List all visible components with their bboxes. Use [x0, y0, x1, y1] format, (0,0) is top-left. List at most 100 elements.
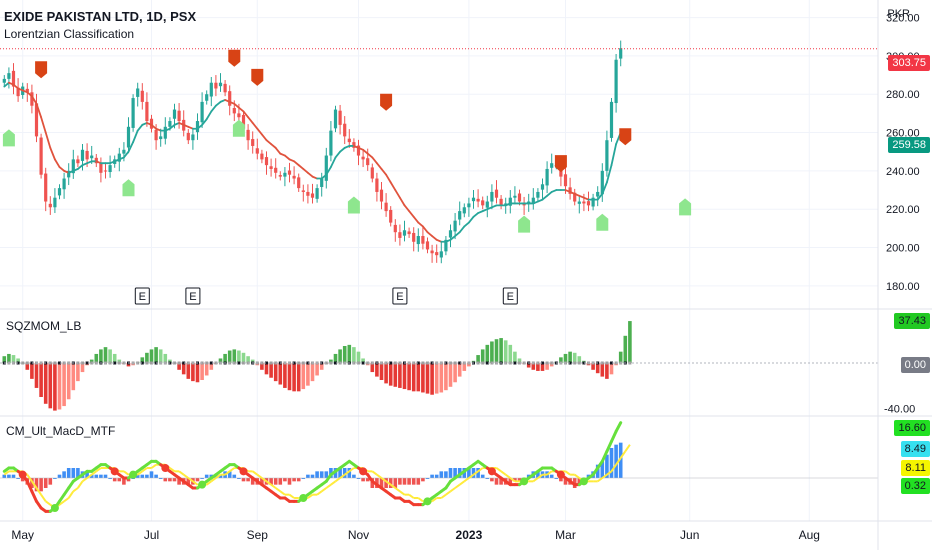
macd-histogram-bar — [577, 478, 582, 485]
macd-signal-segment — [564, 470, 571, 476]
sqz-dot — [582, 361, 586, 365]
macd-histogram-bar — [379, 478, 384, 488]
sqz-bar — [310, 363, 315, 382]
candle-body — [347, 138, 351, 143]
macd-signal-segment — [252, 470, 258, 476]
macd-histogram-bar — [287, 478, 292, 485]
macd-histogram-bar — [439, 471, 444, 478]
candle-body — [596, 191, 600, 197]
candle-body — [172, 109, 177, 119]
candle-body — [425, 241, 430, 250]
kernel-line-segment — [44, 131, 52, 149]
candle-body — [494, 189, 499, 198]
candle-body — [343, 123, 347, 137]
candle-body — [545, 168, 549, 186]
sqz-bar — [246, 356, 250, 363]
sqz-bar — [66, 363, 71, 400]
sqz-bar — [241, 352, 246, 363]
macd-signal-segment — [394, 487, 401, 493]
macd-signal-segment — [270, 483, 277, 489]
candle-body — [283, 172, 287, 177]
kernel-line-segment — [610, 143, 617, 167]
sqz-bar — [154, 347, 158, 363]
candle-body — [609, 101, 614, 138]
candle-body — [536, 191, 540, 198]
macd-histogram-bar — [227, 471, 232, 478]
macd-histogram-bar — [425, 478, 430, 479]
candle-body — [384, 202, 388, 212]
sell-signal-marker — [251, 68, 264, 86]
macd-histogram-bar — [241, 478, 246, 482]
sqz-dot — [490, 361, 494, 365]
macd-signal-segment — [325, 483, 332, 489]
sqz-bar — [393, 363, 398, 387]
kernel-line-segment — [205, 110, 213, 121]
candle-body — [439, 251, 443, 258]
macd-signal-segment — [210, 477, 217, 483]
macd-histogram-bar — [301, 478, 306, 479]
sqz-bar — [269, 363, 273, 378]
buy-signal-marker — [122, 179, 135, 197]
macd-histogram-bar — [278, 478, 283, 485]
macd-signal-segment — [316, 490, 323, 496]
sqz-bar — [462, 363, 467, 371]
macd-histogram-bar — [177, 478, 181, 485]
sqz-last-badge: 37.43 — [894, 313, 930, 329]
kernel-line-segment — [329, 156, 337, 168]
sqz-bar — [407, 363, 411, 391]
macd-signal-segment — [463, 477, 470, 483]
sqz-bar — [232, 349, 237, 363]
buy-signal-marker — [518, 215, 531, 233]
sell-signal-marker — [35, 61, 48, 79]
candle-body — [550, 163, 554, 168]
candle-body — [85, 150, 89, 160]
candle-body — [563, 174, 568, 187]
macd-histogram-bar — [39, 478, 43, 492]
macd-signal-segment — [229, 467, 235, 473]
macd-signal-segment — [265, 480, 272, 486]
macd-histogram-bar — [250, 478, 255, 485]
sqz-bar — [223, 353, 227, 363]
kernel-line-segment — [541, 194, 548, 201]
sqz-bar — [531, 363, 536, 370]
sqz-bar — [494, 339, 499, 363]
kernel-line-segment — [35, 102, 42, 119]
sqz-dot — [573, 361, 577, 365]
macd-signal-segment — [3, 470, 10, 476]
macd-line-segment — [30, 489, 38, 503]
kernel-line-segment — [58, 166, 65, 172]
candle-body — [485, 201, 489, 208]
candle-body — [379, 189, 384, 202]
kernel-line-segment — [458, 225, 466, 234]
sqz-bar — [117, 359, 122, 363]
kernel-line-segment — [339, 146, 346, 153]
macd-pane — [0, 421, 878, 513]
sqz-dot — [577, 361, 581, 365]
sqz-bar — [273, 363, 278, 382]
sqz-bar — [71, 363, 76, 391]
candle-body — [448, 230, 453, 238]
macd-badge-2: 8.49 — [900, 441, 930, 457]
sqz-bar — [7, 353, 11, 363]
macd-histogram-bar — [600, 461, 605, 478]
sqz-bar — [540, 363, 545, 371]
sqz-dot — [21, 361, 25, 365]
sqz-bar — [319, 363, 324, 370]
y-tick-label: 280.00 — [886, 89, 920, 101]
candle-body — [582, 201, 586, 204]
macd-histogram-bar — [200, 478, 204, 479]
macd-histogram-bar — [315, 471, 319, 478]
sqz-bar — [283, 363, 287, 388]
candle-body — [126, 126, 131, 148]
macd-histogram-bar — [71, 468, 76, 478]
sqz-dot — [485, 361, 489, 365]
sqz-dot — [122, 361, 126, 365]
y-tick-label: 220.00 — [886, 204, 920, 216]
macd-histogram-bar — [112, 478, 117, 482]
candle-body — [260, 153, 264, 160]
candle-body — [136, 88, 140, 97]
candle-body — [237, 113, 241, 118]
candle-body — [2, 78, 6, 83]
kernel-line-segment — [472, 212, 480, 218]
